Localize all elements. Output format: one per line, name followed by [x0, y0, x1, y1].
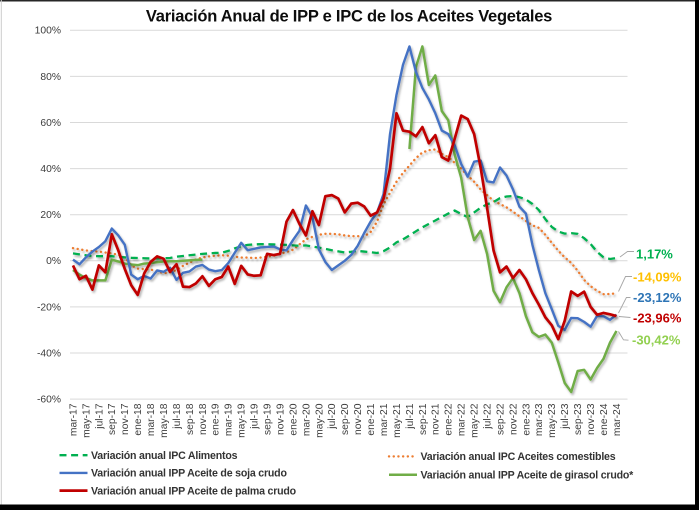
svg-text:-14,09%: -14,09%	[633, 270, 682, 285]
svg-text:80%: 80%	[40, 72, 61, 83]
svg-text:20%: 20%	[40, 210, 61, 221]
svg-text:mar-19: mar-19	[224, 403, 235, 436]
svg-text:0%: 0%	[46, 256, 61, 267]
svg-text:Variación anual IPP Aceite de: Variación anual IPP Aceite de girasol cr…	[421, 470, 635, 482]
svg-text:sep-20: sep-20	[340, 403, 351, 435]
svg-text:nov-17: nov-17	[120, 403, 131, 435]
svg-text:jul-21: jul-21	[405, 403, 416, 429]
svg-text:60%: 60%	[40, 118, 61, 129]
svg-text:mar-20: mar-20	[301, 403, 312, 436]
svg-text:may-23: may-23	[547, 403, 558, 438]
svg-text:sep-18: sep-18	[185, 403, 196, 435]
svg-text:ene-20: ene-20	[288, 403, 299, 435]
svg-text:ene-22: ene-22	[444, 403, 455, 435]
svg-text:sep-19: sep-19	[263, 403, 274, 435]
svg-text:Variación anual IPP Aceite de: Variación anual IPP Aceite de soja crudo	[91, 468, 287, 480]
svg-text:ene-24: ene-24	[599, 403, 610, 435]
svg-text:100%: 100%	[35, 26, 61, 37]
svg-text:Variación anual IPC Alimentos: Variación anual IPC Alimentos	[91, 450, 238, 462]
svg-text:nov-19: nov-19	[275, 403, 286, 435]
svg-text:jul-19: jul-19	[250, 403, 261, 429]
svg-text:nov-23: nov-23	[586, 403, 597, 435]
svg-text:sep-21: sep-21	[418, 403, 429, 435]
svg-text:mar-17: mar-17	[68, 403, 79, 436]
svg-text:ene-18: ene-18	[133, 403, 144, 435]
svg-text:sep-22: sep-22	[495, 403, 506, 435]
svg-text:ene-21: ene-21	[366, 403, 377, 435]
svg-text:may-21: may-21	[392, 403, 403, 438]
svg-text:-23,96%: -23,96%	[633, 311, 682, 326]
svg-text:mar-21: mar-21	[379, 403, 390, 436]
svg-text:Variación Anual de IPP e IPC d: Variación Anual de IPP e IPC de los Acei…	[146, 7, 552, 25]
svg-text:ene-23: ene-23	[521, 403, 532, 435]
svg-text:mar-22: mar-22	[457, 403, 468, 436]
svg-text:1,17%: 1,17%	[636, 247, 673, 262]
svg-text:ene-19: ene-19	[211, 403, 222, 435]
svg-text:40%: 40%	[40, 164, 61, 175]
svg-text:mar-24: mar-24	[612, 403, 623, 436]
svg-text:nov-22: nov-22	[508, 403, 519, 435]
svg-text:nov-18: nov-18	[198, 403, 209, 435]
svg-text:mar-23: mar-23	[534, 403, 545, 436]
svg-text:Variación anual IPP Aceite de: Variación anual IPP Aceite de palma crud…	[91, 485, 297, 497]
svg-text:-60%: -60%	[37, 395, 61, 406]
svg-text:may-17: may-17	[81, 403, 92, 438]
svg-text:nov-20: nov-20	[353, 403, 364, 435]
svg-text:-23,12%: -23,12%	[633, 290, 682, 305]
svg-text:jul-22: jul-22	[482, 403, 493, 429]
svg-text:jul-23: jul-23	[560, 403, 571, 429]
svg-text:sep-23: sep-23	[573, 403, 584, 435]
svg-text:-30,42%: -30,42%	[632, 333, 681, 348]
svg-text:-40%: -40%	[37, 348, 61, 359]
svg-text:jul-20: jul-20	[327, 403, 338, 429]
svg-text:nov-21: nov-21	[431, 403, 442, 435]
svg-text:sep-17: sep-17	[107, 403, 118, 435]
svg-text:may-22: may-22	[470, 403, 481, 438]
svg-text:jul-17: jul-17	[94, 403, 105, 429]
svg-text:may-19: may-19	[237, 403, 248, 438]
svg-text:Variación anual IPC Aceites co: Variación anual IPC Aceites comestibles	[421, 451, 616, 463]
svg-text:mar-18: mar-18	[146, 403, 157, 436]
svg-text:may-18: may-18	[159, 403, 170, 438]
svg-text:-20%: -20%	[37, 302, 61, 313]
svg-text:may-20: may-20	[314, 403, 325, 438]
svg-text:jul-18: jul-18	[172, 403, 183, 429]
